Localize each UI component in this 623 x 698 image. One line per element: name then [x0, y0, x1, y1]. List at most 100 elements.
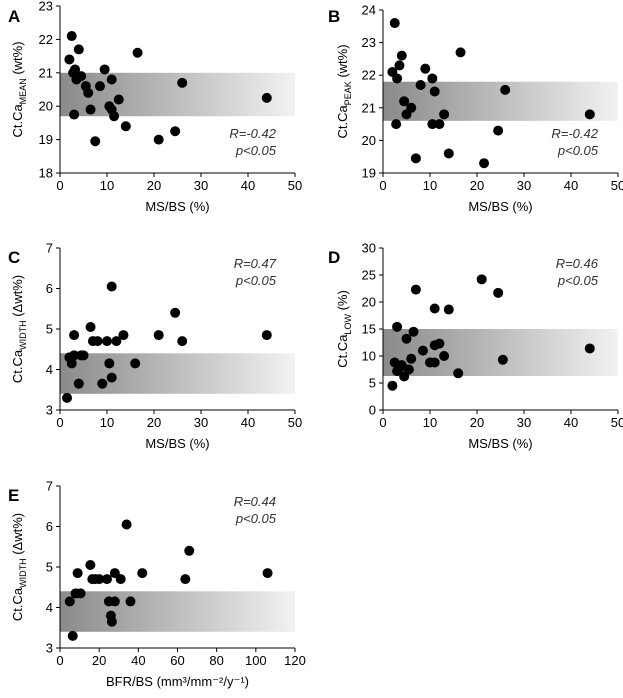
- correlation-r-label: R=0.47: [234, 256, 277, 271]
- panel-letter: B: [328, 7, 340, 26]
- y-tick-label: 24: [362, 3, 376, 18]
- data-point: [493, 287, 504, 298]
- p-value-label: p<0.05: [235, 511, 277, 526]
- y-tick-label: 3: [46, 403, 53, 418]
- x-tick-label: 50: [288, 415, 302, 430]
- data-point: [493, 125, 504, 136]
- data-point: [184, 545, 195, 556]
- x-tick-label: 30: [194, 178, 208, 193]
- y-tick-label: 10: [362, 349, 376, 364]
- data-point: [453, 368, 464, 379]
- reference-band: [60, 353, 295, 394]
- y-tick-label: 3: [46, 641, 53, 656]
- data-point: [94, 81, 105, 92]
- data-point: [455, 47, 466, 58]
- x-tick-label: 0: [379, 178, 386, 193]
- y-tick-label: 23: [362, 35, 376, 50]
- data-point: [434, 338, 445, 349]
- y-tick-label: 19: [39, 132, 53, 147]
- data-point: [408, 326, 419, 337]
- data-point: [261, 92, 272, 103]
- y-tick-label: 6: [46, 281, 53, 296]
- y-axis-label: Ct.CaWIDTH (Δwt%): [10, 275, 28, 383]
- data-point: [479, 158, 490, 169]
- data-point: [584, 343, 595, 354]
- panel-letter: D: [328, 248, 340, 267]
- x-tick-label: 0: [56, 653, 63, 668]
- y-tick-label: 20: [39, 99, 53, 114]
- data-point: [392, 73, 403, 84]
- data-point: [420, 63, 431, 74]
- data-point: [153, 330, 164, 341]
- y-axis-label-subscript: MEAN: [18, 78, 28, 104]
- data-point: [406, 102, 417, 113]
- data-point: [64, 54, 75, 65]
- data-point: [67, 630, 78, 641]
- data-point: [396, 50, 407, 61]
- y-axis-label: Ct.CaLOW (%): [335, 290, 353, 368]
- data-point: [113, 94, 124, 105]
- data-point: [170, 307, 181, 318]
- x-tick-label: 10: [100, 415, 114, 430]
- x-tick-label: 100: [245, 653, 267, 668]
- y-axis-label-main: Ct.Ca: [335, 105, 350, 139]
- y-tick-label: 30: [362, 241, 376, 256]
- chart-panel-a: 0 10 20 30 40 50 18 19 20 21 22 23 A MS/BS (%) Ct.CaME…: [8, 0, 302, 214]
- y-axis-label-unit: (%): [335, 290, 350, 314]
- p-value-label: p<0.05: [557, 143, 599, 158]
- data-point: [106, 74, 117, 85]
- p-value-label: p<0.05: [557, 273, 599, 288]
- y-tick-label: 5: [369, 376, 376, 391]
- data-point: [99, 64, 110, 75]
- data-point: [118, 330, 129, 341]
- x-axis-label: MS/BS (%): [145, 436, 209, 451]
- data-point: [439, 351, 450, 361]
- data-point: [106, 281, 117, 292]
- data-point: [394, 60, 405, 71]
- y-tick-label: 21: [362, 100, 376, 115]
- x-tick-label: 120: [284, 653, 306, 668]
- data-point: [427, 119, 438, 130]
- data-point: [177, 336, 188, 347]
- data-point: [443, 148, 454, 159]
- panel-letter: A: [8, 7, 20, 26]
- chart-panel-c: 0 10 20 30 40 50 3 4 5 6 7 C MS/BS (%) Ct.CaWIDTH (Δw…: [8, 241, 302, 452]
- data-point: [125, 596, 136, 607]
- data-point: [429, 357, 440, 368]
- panel-letter: C: [8, 248, 20, 267]
- data-point: [70, 64, 81, 75]
- data-point: [120, 121, 131, 132]
- data-point: [406, 353, 417, 364]
- data-point: [130, 358, 141, 369]
- reference-band: [60, 72, 295, 117]
- x-tick-label: 30: [194, 415, 208, 430]
- data-point: [434, 119, 445, 130]
- data-point: [121, 519, 132, 530]
- data-point: [109, 111, 120, 122]
- data-point: [392, 321, 403, 332]
- data-point: [584, 109, 595, 120]
- data-point: [500, 84, 511, 95]
- y-axis-label-main: Ct.Ca: [10, 587, 25, 621]
- data-point: [76, 71, 87, 82]
- y-axis-label-subscript: WIDTH: [18, 558, 28, 588]
- data-point: [106, 616, 117, 627]
- data-point: [443, 304, 454, 315]
- data-point: [62, 392, 73, 403]
- data-point: [66, 358, 77, 369]
- y-axis-label-main: Ct.Ca: [335, 334, 350, 368]
- y-tick-label: 7: [46, 241, 53, 256]
- y-tick-label: 23: [39, 0, 53, 14]
- x-tick-label: 60: [170, 653, 184, 668]
- data-point: [72, 568, 83, 579]
- data-point: [170, 126, 181, 137]
- y-axis-label-unit: (Δwt%): [10, 275, 25, 321]
- x-tick-label: 20: [470, 178, 484, 193]
- data-point: [92, 336, 103, 347]
- x-tick-label: 0: [56, 415, 63, 430]
- x-tick-label: 40: [131, 653, 145, 668]
- x-tick-label: 10: [100, 178, 114, 193]
- x-tick-label: 30: [517, 415, 531, 430]
- x-tick-label: 20: [147, 415, 161, 430]
- y-axis-label-unit: (wt%): [10, 41, 25, 78]
